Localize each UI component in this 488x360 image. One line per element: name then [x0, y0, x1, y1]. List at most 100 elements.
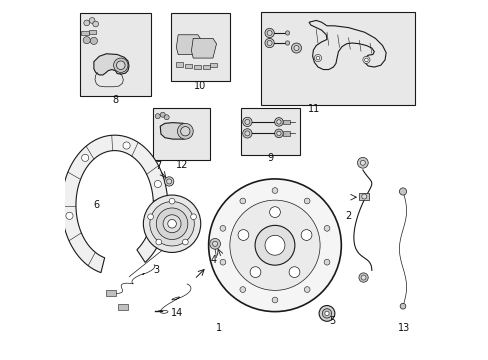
Text: 1: 1: [216, 323, 222, 333]
Circle shape: [324, 311, 328, 316]
Bar: [176, 62, 183, 67]
Circle shape: [156, 239, 162, 245]
Circle shape: [89, 18, 95, 23]
Circle shape: [293, 45, 298, 50]
Bar: [80, 13, 151, 96]
Circle shape: [83, 20, 89, 26]
Circle shape: [220, 225, 225, 231]
Circle shape: [238, 230, 248, 240]
Circle shape: [266, 31, 271, 36]
Bar: [241, 108, 300, 155]
Bar: [81, 31, 88, 35]
Circle shape: [167, 220, 176, 228]
Circle shape: [285, 41, 289, 45]
Circle shape: [190, 214, 196, 220]
Circle shape: [291, 43, 301, 53]
Bar: [283, 131, 290, 135]
Circle shape: [274, 129, 283, 138]
Text: 9: 9: [267, 153, 273, 163]
Polygon shape: [191, 39, 216, 58]
Circle shape: [143, 195, 201, 252]
Circle shape: [271, 297, 277, 303]
Circle shape: [83, 37, 90, 44]
Circle shape: [156, 208, 187, 239]
Circle shape: [276, 120, 281, 124]
Circle shape: [160, 112, 165, 117]
Circle shape: [266, 41, 271, 45]
Circle shape: [304, 287, 309, 292]
Circle shape: [304, 198, 309, 204]
Circle shape: [357, 157, 367, 168]
Circle shape: [319, 306, 334, 321]
Circle shape: [242, 129, 251, 138]
Text: 4: 4: [210, 255, 217, 265]
Circle shape: [360, 160, 365, 165]
Bar: [210, 63, 217, 67]
Circle shape: [180, 127, 190, 136]
Polygon shape: [94, 54, 129, 75]
Circle shape: [164, 177, 174, 186]
Bar: [88, 30, 96, 35]
Circle shape: [155, 114, 160, 119]
Circle shape: [244, 131, 249, 136]
Text: 10: 10: [194, 81, 206, 91]
Bar: [153, 108, 210, 160]
Bar: [283, 120, 290, 124]
Circle shape: [147, 214, 153, 220]
Text: 14: 14: [171, 309, 183, 318]
Circle shape: [399, 303, 405, 309]
Circle shape: [324, 225, 329, 231]
Circle shape: [271, 188, 277, 193]
Circle shape: [242, 117, 251, 127]
Circle shape: [314, 54, 321, 62]
Circle shape: [264, 39, 274, 48]
Bar: [185, 64, 191, 68]
Bar: [203, 64, 209, 69]
Circle shape: [264, 235, 285, 255]
Circle shape: [220, 259, 225, 265]
Circle shape: [122, 142, 130, 149]
Circle shape: [358, 273, 367, 282]
Circle shape: [364, 58, 367, 62]
Polygon shape: [61, 135, 167, 273]
Circle shape: [177, 123, 193, 139]
Circle shape: [244, 120, 249, 125]
Circle shape: [212, 241, 217, 246]
Circle shape: [209, 238, 220, 249]
Circle shape: [229, 200, 320, 291]
Circle shape: [360, 275, 366, 280]
Circle shape: [149, 202, 194, 246]
Circle shape: [240, 287, 245, 292]
Text: 8: 8: [112, 95, 118, 105]
Bar: [359, 193, 368, 200]
Circle shape: [154, 180, 161, 188]
Bar: [194, 65, 201, 69]
Circle shape: [66, 212, 73, 219]
Circle shape: [208, 179, 341, 312]
Polygon shape: [160, 123, 192, 139]
Circle shape: [166, 179, 171, 184]
Circle shape: [93, 21, 99, 27]
Bar: [118, 304, 128, 310]
Text: 7: 7: [155, 161, 161, 171]
Bar: [171, 13, 230, 81]
Circle shape: [301, 230, 311, 240]
Circle shape: [264, 28, 274, 38]
Circle shape: [269, 207, 280, 217]
Circle shape: [324, 259, 329, 265]
Text: 2: 2: [345, 211, 351, 221]
Circle shape: [90, 37, 97, 44]
Circle shape: [274, 118, 283, 126]
Bar: [260, 12, 414, 105]
Circle shape: [163, 215, 181, 233]
Circle shape: [322, 309, 331, 318]
Circle shape: [255, 225, 294, 265]
Circle shape: [116, 61, 125, 69]
Text: 3: 3: [153, 265, 160, 275]
Circle shape: [164, 115, 169, 120]
Polygon shape: [176, 35, 201, 54]
Bar: [105, 291, 116, 296]
Circle shape: [399, 188, 406, 195]
Circle shape: [182, 239, 188, 245]
Circle shape: [276, 131, 281, 135]
